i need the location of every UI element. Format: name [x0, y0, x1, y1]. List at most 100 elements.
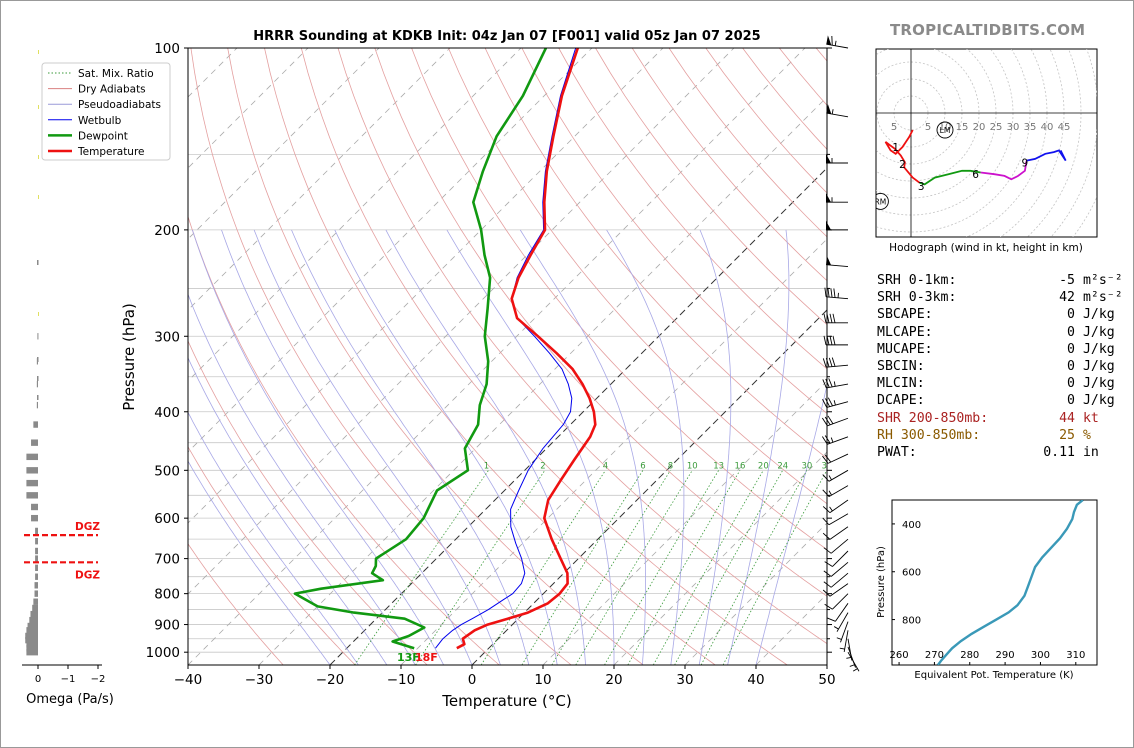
barb-flag: [824, 454, 832, 463]
mixing-ratio-label: 24: [777, 461, 788, 471]
wind-barb: [822, 469, 849, 482]
pseudoadiabat: [519, 229, 646, 665]
wind-barb: [821, 415, 849, 427]
omega-bar: [31, 503, 38, 511]
parameter-row: MUCAPE: 0 J/kg: [877, 341, 1115, 358]
barb-half-flag: [833, 626, 839, 630]
wind-barb: [826, 153, 848, 164]
pseudoadiabat: [385, 229, 586, 665]
wind-barb: [847, 651, 860, 672]
mixing-ratio-line: [604, 470, 720, 665]
barb-staff: [826, 401, 849, 408]
dry-adiabat: [411, 48, 827, 551]
hodograph-trace: [919, 169, 981, 186]
pseudoadiabat: [698, 229, 732, 665]
hodograph-height-label: 1: [892, 142, 899, 154]
mixing-ratio-line: [627, 470, 741, 665]
x-tick-label: 50: [818, 672, 835, 688]
x-tick-label: 0: [468, 672, 477, 688]
surface-temperature-label: 18F: [415, 651, 438, 664]
dry-adiabat: [448, 48, 827, 505]
barb-flag: [829, 313, 833, 323]
omega-bar: [26, 645, 38, 652]
wind-barb: [826, 603, 849, 622]
wind-barb: [822, 397, 849, 408]
omega-bar: [31, 439, 38, 446]
theta-e-x-label: Equivalent Pot. Temperature (K): [914, 670, 1073, 681]
parameter-value: 25: [1059, 427, 1075, 443]
dry-adiabat: [558, 48, 827, 370]
barb-staff: [836, 612, 849, 632]
hodograph-trace: [884, 129, 921, 184]
parameter-value: -5: [1059, 273, 1075, 288]
hodograph-ring-label: 5: [925, 122, 931, 133]
x-axis-ticks: −40 −30 −20 −10 0 10 20 30 40 50: [174, 665, 836, 688]
hodograph-ring-label: 30: [1007, 122, 1020, 133]
barb-half-flag: [834, 40, 837, 46]
barb-staff: [827, 436, 849, 445]
parameter-unit: m²s⁻²: [1075, 290, 1123, 306]
wind-barb: [824, 550, 849, 567]
barb-half-flag: [829, 506, 833, 512]
mixing-ratio-label: 4: [603, 461, 608, 471]
mixing-ratio-label: 10: [687, 461, 698, 471]
theta-e-y-tick-label: 800: [902, 616, 921, 627]
right-minor-ticks: [827, 47, 832, 653]
pseudoadiabat: [188, 356, 388, 665]
wind-barbs: [821, 35, 860, 672]
x-tick-label: 10: [534, 672, 551, 688]
theta-e-x-tick-label: 280: [960, 650, 979, 661]
omega-bar: [26, 453, 38, 461]
omega-bar: [37, 357, 39, 362]
parameter-unit: J/kg: [1075, 393, 1115, 409]
omega-bar: [32, 604, 38, 612]
dgz-label: DGZ: [75, 569, 100, 581]
legend-label: Pseudoadiabats: [78, 99, 161, 111]
barb-staff: [835, 603, 849, 622]
barb-flag: [825, 378, 830, 388]
barb-flag: [822, 379, 827, 389]
barb-flag: [823, 313, 827, 323]
parameter-row: SHR 200-850mb: 44 kt: [877, 410, 1099, 427]
barb-half-flag: [828, 490, 832, 496]
x-tick-label: −10: [387, 672, 416, 688]
barb-staff: [847, 651, 860, 672]
barb-staff: [829, 499, 849, 514]
brand-watermark: TROPICALTIDBITS.COM: [890, 21, 1086, 39]
dry-adiabat: [374, 48, 827, 597]
omega-bar: [26, 467, 38, 474]
parameter-unit: m²s⁻²: [1075, 273, 1123, 288]
barb-flag: [823, 335, 827, 345]
mixing-ratio-line: [521, 470, 644, 665]
barb-staff: [826, 364, 849, 368]
y-tick-label: 300: [154, 329, 180, 345]
pseudoadiabat: [253, 229, 501, 665]
dry-adiabat: [595, 48, 827, 326]
x-tick-label: −20: [316, 672, 345, 688]
wind-barb: [826, 220, 848, 231]
barb-staff: [827, 453, 849, 464]
omega-bar: [26, 479, 38, 487]
barb-flag: [822, 474, 830, 482]
mixing-ratio-line: [415, 470, 546, 665]
isotherm-line: [258, 96, 827, 665]
dry-adiabat: [521, 48, 827, 414]
barb-flag: [826, 313, 830, 323]
parameter-value: 0: [1067, 358, 1075, 374]
wind-barb: [824, 287, 849, 300]
barb-flag: [824, 287, 827, 297]
parameter-row: SRH 0-1km: -5 m²s⁻²: [877, 272, 1123, 289]
parameter-value: 44: [1059, 410, 1075, 426]
parameter-value: 0.11: [1043, 444, 1075, 460]
dry-adiabat: [188, 543, 284, 665]
barb-flag: [822, 455, 829, 464]
wind-barb: [822, 378, 849, 389]
dry-adiabat: [337, 48, 827, 645]
y-tick-label: 400: [154, 405, 180, 421]
wetbulb-line: [435, 48, 577, 649]
wind-barb: [833, 612, 849, 632]
barb-flag: [821, 417, 828, 427]
parameter-unit: J/kg: [1075, 324, 1115, 340]
storm-motion-label: RM: [875, 197, 887, 206]
wind-barb: [821, 435, 849, 445]
